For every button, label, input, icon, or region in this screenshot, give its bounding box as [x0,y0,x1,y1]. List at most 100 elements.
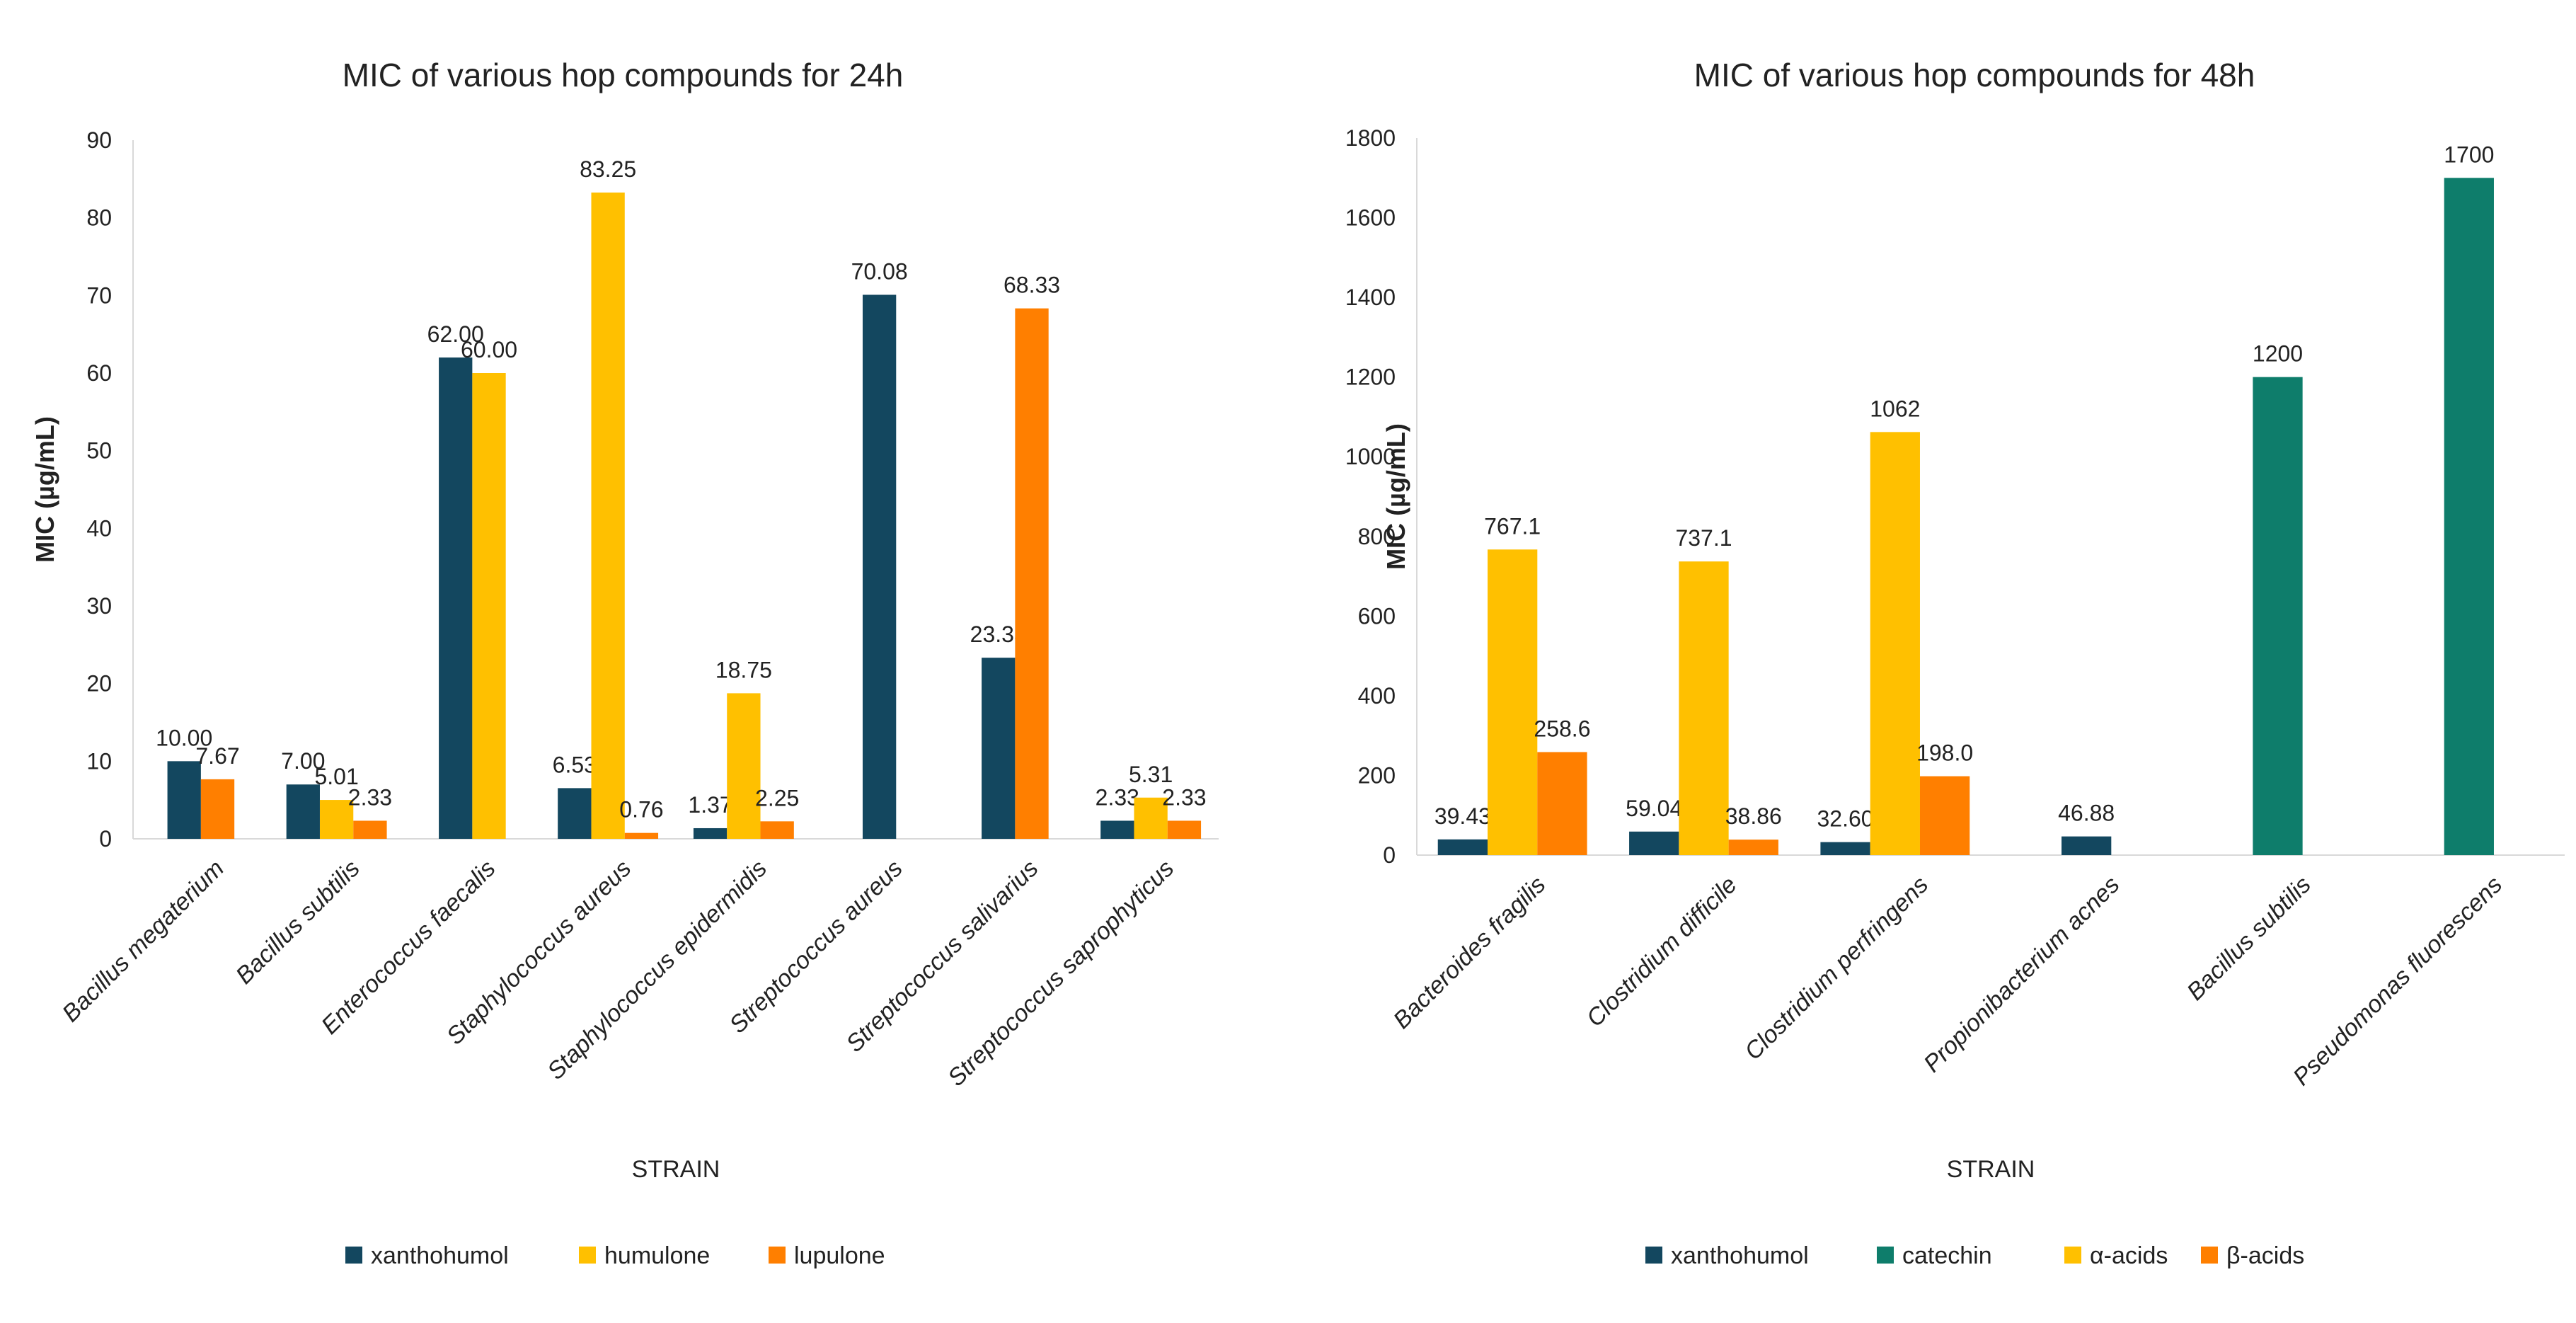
bar-xanthohumol [439,357,473,840]
bar-lupulone [760,821,794,839]
bar-humulone [472,373,506,839]
category-label: Bacillus subtilis [2182,871,2316,1006]
bar--acids [1488,549,1538,855]
y-tick-label: 90 [86,127,112,153]
category-label: Staphylococcus epidermidis [542,855,772,1085]
y-tick-label: 80 [86,205,112,231]
data-label: 2.33 [1096,784,1139,810]
data-label: 0.76 [619,797,663,823]
y-axis-title: MIC (µg/mL) [1381,423,1410,570]
bar--acids [1679,561,1729,855]
bar-xanthohumol [1629,831,1679,855]
chart-title: MIC of various hop compounds for 24h [343,57,904,93]
y-tick-label: 200 [1358,762,1396,788]
legend-swatch [1645,1247,1662,1264]
data-label: 737.1 [1675,525,1732,551]
bar-lupulone [353,820,387,839]
legend-entry: xanthohumol [371,1242,509,1269]
data-label: 2.33 [348,784,392,810]
bar-xanthohumol [558,788,592,839]
y-tick-label: 600 [1358,603,1396,629]
y-tick-label: 800 [1358,524,1396,549]
category-label: Clostridium difficile [1582,871,1742,1032]
y-tick-label: 60 [86,360,112,386]
bar-xanthohumol [982,658,1016,839]
data-label: 32.60 [1817,806,1874,832]
legend-entry: β-acids [2226,1242,2304,1269]
bar-lupulone [624,832,659,839]
y-tick-label: 1200 [1345,365,1396,390]
category-label: Propionibacterium acnes [1919,871,2124,1077]
y-tick-label: 1400 [1345,285,1396,310]
data-label: 1.37 [688,792,732,818]
category-label: Bacteroides fragilis [1388,871,1551,1034]
data-label: 1700 [2444,142,2494,167]
y-tick-label: 0 [99,826,112,852]
bar-xanthohumol [1437,839,1488,855]
y-tick-label: 40 [86,515,112,541]
legend-entry: humulone [604,1242,710,1269]
bar-xanthohumol [2062,836,2112,855]
bar-xanthohumol [1820,842,1870,855]
data-label: 38.86 [1725,803,1782,829]
bar-lupulone [1167,820,1202,839]
y-tick-label: 400 [1358,683,1396,709]
category-label: Bacillus subtilis [231,855,365,990]
category-label: Clostridium perfringens [1740,871,1933,1065]
legend-entry: catechin [1902,1242,1992,1269]
data-label: 2.33 [1162,784,1206,810]
bar-xanthohumol [286,784,320,839]
bar-xanthohumol [167,761,201,839]
data-label: 5.01 [314,764,358,789]
y-tick-label: 50 [86,438,112,464]
legend-swatch [345,1247,362,1264]
chart-title: MIC of various hop compounds for 48h [1694,57,2255,93]
category-label: Bacillus megaterium [57,855,229,1027]
category-label: Pseudomonas fluorescens [2288,871,2507,1091]
legend-entry: xanthohumol [1671,1242,1809,1269]
bar-humulone [319,800,354,839]
y-tick-label: 0 [1383,842,1396,868]
bar--acids [1728,840,1778,855]
data-label: 39.43 [1434,803,1491,829]
bar-humulone [727,693,761,839]
chart-48h: MIC of various hop compounds for 48h 0 200… [1345,57,2565,1269]
data-label: 258.6 [1534,716,1590,741]
chart-24h: MIC of various hop compounds for 24h 0 10 2… [30,57,1219,1269]
bar--acids [1870,432,1920,855]
data-label: 46.88 [2058,801,2115,826]
x-axis-title: STRAIN [632,1156,720,1183]
bar-lupulone [1015,308,1049,839]
data-label: 5.31 [1129,762,1173,787]
data-label: 7.67 [195,743,239,769]
x-axis-title: STRAIN [1947,1156,2035,1183]
legend-entry: lupulone [794,1242,885,1269]
y-tick-label: 1800 [1345,125,1396,151]
y-tick-label: 70 [86,282,112,308]
legend-swatch [2064,1247,2081,1264]
category-label: Streptococcus saprophyticus [943,855,1179,1092]
bar-xanthohumol [1100,820,1134,839]
y-tick-label: 10 [86,748,112,774]
data-label: 6.53 [553,752,597,777]
data-label: 7.00 [281,748,325,774]
bar-catechin [2253,377,2303,855]
y-tick-label: 30 [86,593,112,619]
y-tick-label: 1000 [1345,444,1396,469]
data-label: 198.0 [1916,740,1973,766]
data-label: 10.00 [156,725,212,750]
legend-swatch [2201,1247,2218,1264]
legend-swatch [769,1247,786,1264]
data-label: 60.00 [461,337,517,362]
bar-lupulone [200,779,235,839]
data-label: 1062 [1870,396,1920,421]
bar-humulone [591,193,625,839]
y-tick-label: 20 [86,671,112,697]
y-tick-label: 1600 [1345,205,1396,231]
bar--acids [1537,752,1587,855]
data-label: 2.25 [755,785,799,811]
bar--acids [1919,776,1970,855]
data-label: 70.08 [851,258,908,284]
